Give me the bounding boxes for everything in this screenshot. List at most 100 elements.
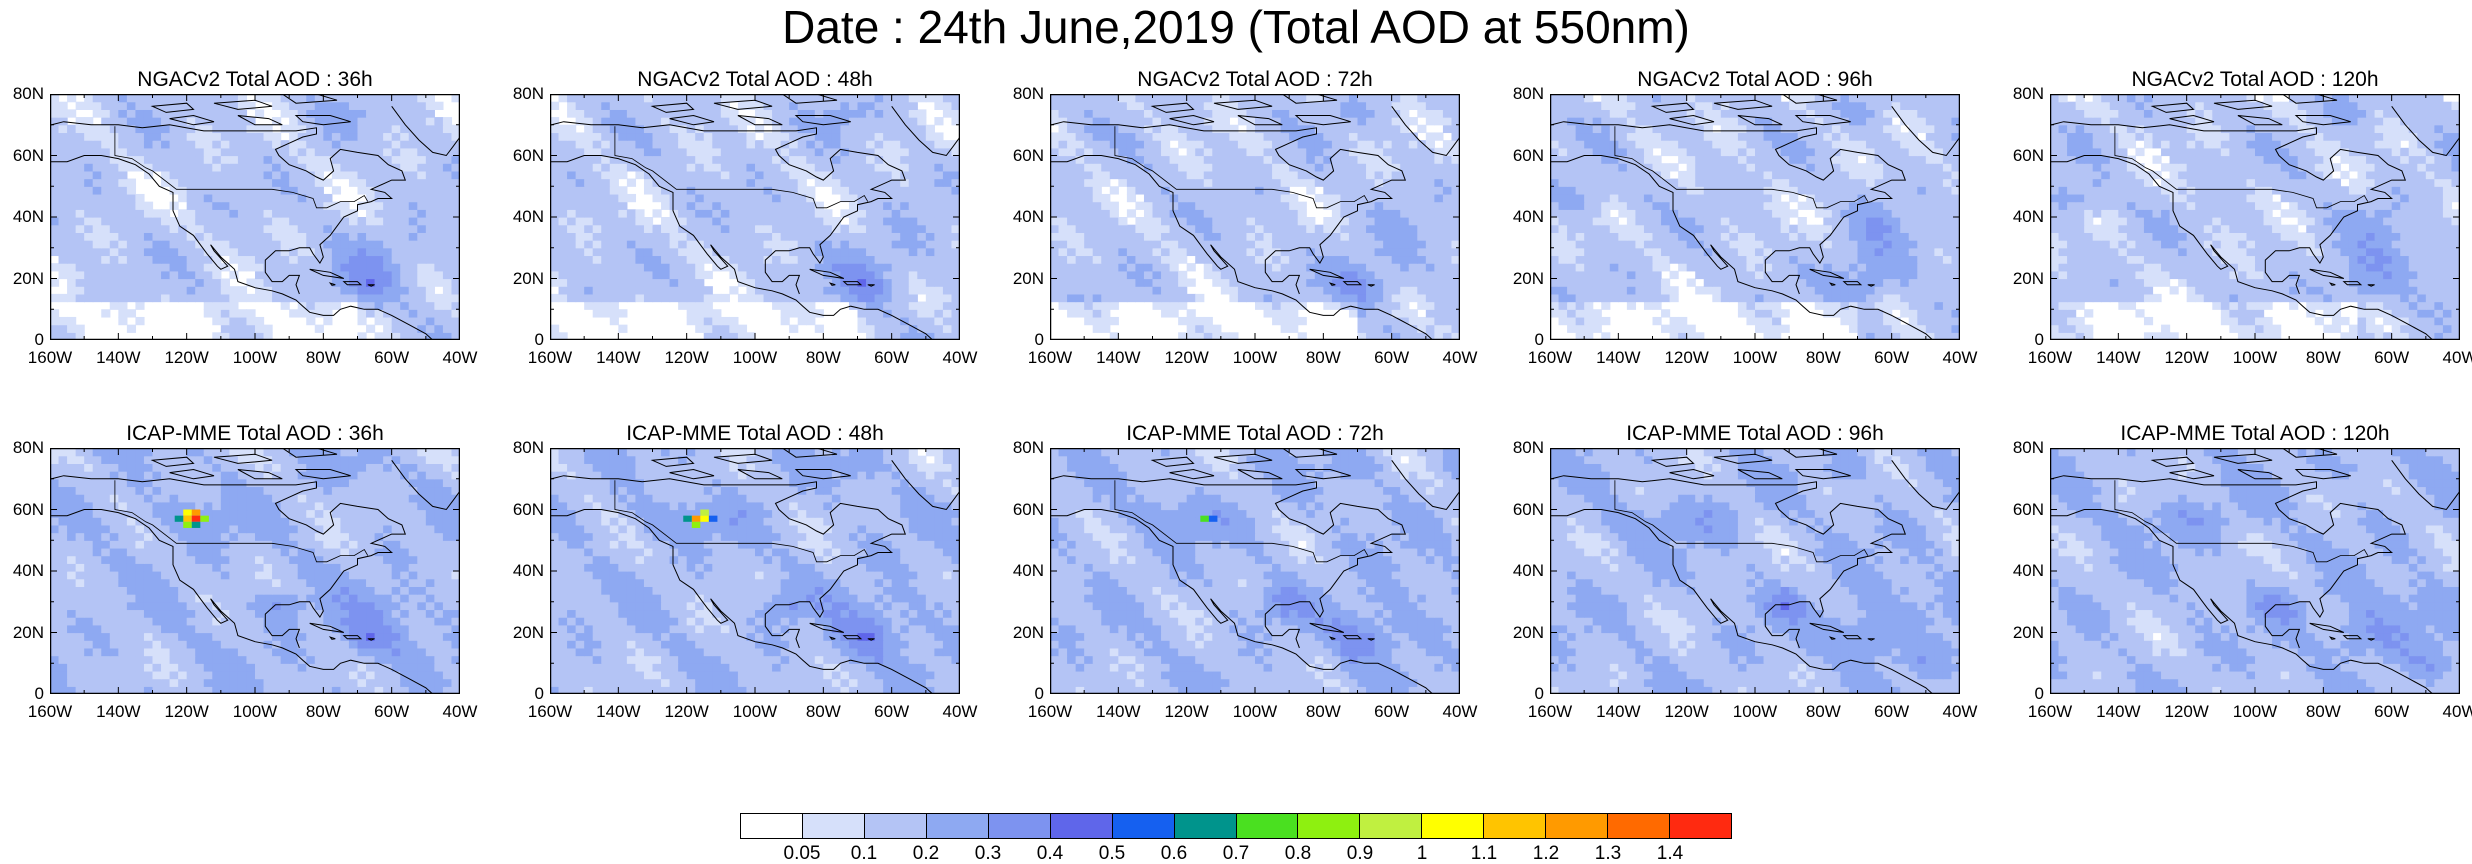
x-tick-label: 120W: [659, 349, 715, 367]
x-tick-label: 80W: [795, 703, 851, 721]
x-tick-label: 160W: [1022, 349, 1078, 367]
x-tick-label: 100W: [727, 703, 783, 721]
x-tick-label: 60W: [864, 349, 920, 367]
aod-map: [50, 94, 460, 340]
x-tick-label: 80W: [1795, 349, 1851, 367]
x-tick-label: 140W: [590, 703, 646, 721]
x-tick-label: 40W: [2432, 349, 2472, 367]
colorbar-box: [865, 814, 927, 838]
x-tick-label: 60W: [1864, 703, 1920, 721]
x-tick-label: 40W: [1932, 703, 1988, 721]
map-panel: NGACv2 Total AOD : 120h: [2050, 68, 2460, 340]
colorbar-box: [1546, 814, 1608, 838]
y-tick-label: 60N: [1504, 501, 1544, 519]
aod-map: [1550, 94, 1960, 340]
x-tick-label: 100W: [1727, 349, 1783, 367]
y-tick-label: 60N: [4, 147, 44, 165]
panel-title: ICAP-MME Total AOD : 72h: [1050, 422, 1460, 446]
x-tick-label: 60W: [364, 703, 420, 721]
x-tick-label: 120W: [1659, 703, 1715, 721]
y-tick-label: 40N: [2004, 208, 2044, 226]
colorbar-box: [1051, 814, 1113, 838]
y-tick-label: 0: [1004, 685, 1044, 703]
y-tick-label: 60N: [1004, 147, 1044, 165]
y-tick-label: 60N: [4, 501, 44, 519]
x-tick-label: 40W: [1432, 349, 1488, 367]
colorbar-box: [989, 814, 1051, 838]
x-tick-label: 40W: [432, 703, 488, 721]
x-tick-label: 40W: [932, 703, 988, 721]
y-tick-label: 80N: [4, 439, 44, 457]
colorbar-box: [741, 814, 803, 838]
x-tick-label: 140W: [1590, 349, 1646, 367]
x-tick-label: 40W: [432, 349, 488, 367]
x-tick-label: 100W: [2227, 349, 2283, 367]
y-tick-label: 20N: [1504, 270, 1544, 288]
y-tick-label: 80N: [504, 439, 544, 457]
x-tick-label: 160W: [1522, 703, 1578, 721]
map-panel: NGACv2 Total AOD : 96h: [1550, 68, 1960, 340]
y-tick-label: 20N: [1004, 624, 1044, 642]
y-tick-label: 60N: [2004, 501, 2044, 519]
colorbar-label: 1.3: [1583, 844, 1633, 864]
colorbar-label: 0.2: [901, 844, 951, 864]
x-tick-label: 100W: [1227, 703, 1283, 721]
colorbar-label: 0.1: [839, 844, 889, 864]
y-tick-label: 20N: [2004, 624, 2044, 642]
y-tick-label: 0: [1504, 331, 1544, 349]
aod-map: [2050, 94, 2460, 340]
y-tick-label: 20N: [1004, 270, 1044, 288]
colorbar-box: [1113, 814, 1175, 838]
y-tick-label: 0: [504, 685, 544, 703]
y-tick-label: 0: [4, 331, 44, 349]
y-tick-label: 40N: [4, 562, 44, 580]
colorbar-box: [1608, 814, 1670, 838]
x-tick-label: 140W: [1590, 703, 1646, 721]
x-tick-label: 60W: [1364, 703, 1420, 721]
y-tick-label: 20N: [2004, 270, 2044, 288]
y-tick-label: 40N: [2004, 562, 2044, 580]
x-tick-label: 40W: [932, 349, 988, 367]
x-tick-label: 160W: [522, 703, 578, 721]
aod-map: [1050, 94, 1460, 340]
x-tick-label: 160W: [2022, 349, 2078, 367]
y-tick-label: 0: [4, 685, 44, 703]
figure-title: Date : 24th June,2019 (Total AOD at 550n…: [0, 2, 2472, 52]
x-tick-label: 120W: [159, 349, 215, 367]
x-tick-label: 140W: [1090, 349, 1146, 367]
x-tick-label: 100W: [2227, 703, 2283, 721]
x-tick-label: 80W: [1295, 349, 1351, 367]
panel-title: NGACv2 Total AOD : 36h: [50, 68, 460, 92]
x-tick-label: 60W: [1364, 349, 1420, 367]
panel-title: NGACv2 Total AOD : 96h: [1550, 68, 1960, 92]
x-tick-label: 120W: [1159, 349, 1215, 367]
x-tick-label: 80W: [1795, 703, 1851, 721]
x-tick-label: 160W: [22, 349, 78, 367]
x-tick-label: 80W: [2295, 703, 2351, 721]
y-tick-label: 20N: [4, 624, 44, 642]
y-tick-label: 0: [1504, 685, 1544, 703]
x-tick-label: 120W: [2159, 349, 2215, 367]
y-tick-label: 60N: [2004, 147, 2044, 165]
map-panel: NGACv2 Total AOD : 48h: [550, 68, 960, 340]
x-tick-label: 140W: [2090, 349, 2146, 367]
colorbar-box: [927, 814, 989, 838]
x-tick-label: 160W: [22, 703, 78, 721]
colorbar-label: 0.6: [1149, 844, 1199, 864]
x-tick-label: 160W: [1522, 349, 1578, 367]
x-tick-label: 40W: [1932, 349, 1988, 367]
y-tick-label: 80N: [1504, 85, 1544, 103]
y-tick-label: 80N: [1004, 85, 1044, 103]
colorbar-box: [1237, 814, 1299, 838]
map-panel: ICAP-MME Total AOD : 96h: [1550, 422, 1960, 694]
x-tick-label: 100W: [1227, 349, 1283, 367]
colorbar-label: 1: [1397, 844, 1447, 864]
y-tick-label: 60N: [1004, 501, 1044, 519]
map-panel: ICAP-MME Total AOD : 72h: [1050, 422, 1460, 694]
y-tick-label: 20N: [4, 270, 44, 288]
aod-map: [50, 448, 460, 694]
x-tick-label: 140W: [90, 349, 146, 367]
x-tick-label: 60W: [2364, 349, 2420, 367]
y-tick-label: 40N: [1004, 562, 1044, 580]
x-tick-label: 140W: [1090, 703, 1146, 721]
